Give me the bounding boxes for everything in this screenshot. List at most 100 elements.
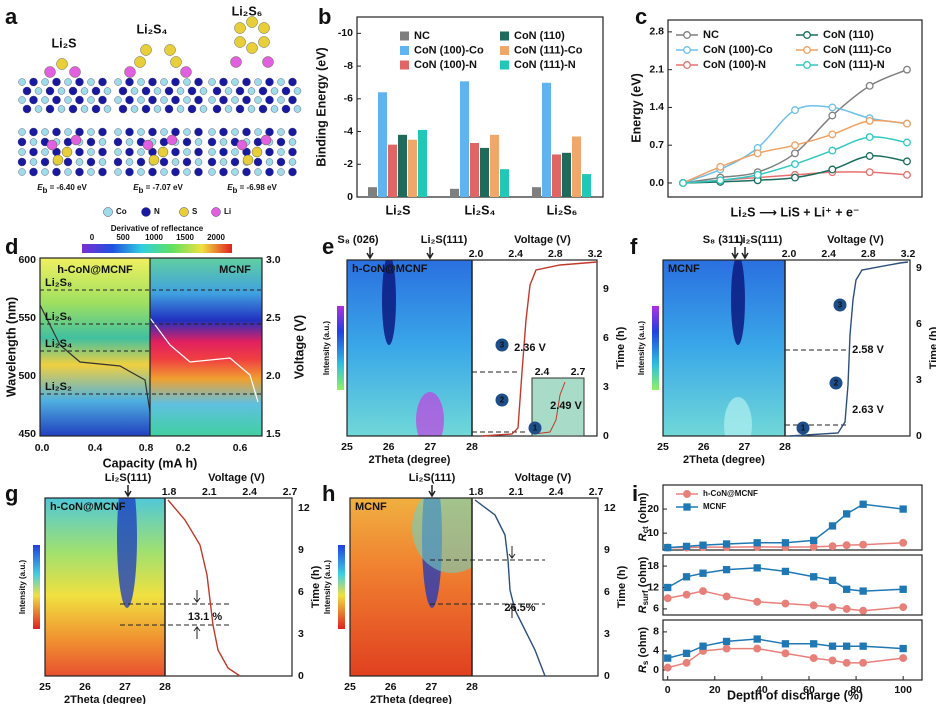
v-tick-label: 2.0 <box>469 248 484 260</box>
atom <box>114 148 122 156</box>
marker <box>899 603 908 612</box>
x-tick-label: Li₂S₆ <box>547 203 578 217</box>
species-label: Li₂S₆ <box>45 311 72 323</box>
atom <box>234 36 246 48</box>
marker <box>842 604 851 613</box>
marker <box>682 573 691 581</box>
marker <box>899 538 908 547</box>
legend-label: N <box>154 207 160 216</box>
step-number: 2 <box>834 379 839 388</box>
atom <box>194 167 203 177</box>
x-tick-label: 0.8 <box>139 442 154 454</box>
annotation: 2.58 V <box>852 344 884 356</box>
atom <box>251 146 263 158</box>
atom <box>46 139 58 151</box>
legend-label: CoN (111)-N <box>514 59 576 71</box>
atom <box>141 104 151 114</box>
atom <box>246 42 258 54</box>
atom <box>224 105 233 113</box>
bar <box>460 81 469 197</box>
marker <box>722 592 731 601</box>
atom <box>262 56 274 68</box>
atom <box>52 154 64 166</box>
atom <box>75 158 84 166</box>
legend-label: Li <box>224 207 231 216</box>
atom <box>171 158 180 166</box>
v-tick-label: 3.2 <box>588 248 603 260</box>
atom <box>235 104 245 114</box>
atom <box>231 78 239 86</box>
atom <box>45 104 55 114</box>
x-axis-title: 2Theta (degree) <box>370 694 452 704</box>
heatmap-feature <box>412 498 472 573</box>
atom <box>170 56 182 68</box>
t-axis-title: Time (h) <box>928 326 936 369</box>
atom <box>219 138 228 146</box>
v-tick-label: 2.8 <box>861 248 876 260</box>
binding-energy: Eb = -6.98 eV <box>227 183 277 195</box>
legend-atom <box>179 207 189 217</box>
atom <box>183 128 191 136</box>
x-tick-label: 26 <box>698 441 710 453</box>
annotation: 2.36 V <box>514 342 546 354</box>
bar <box>418 129 427 197</box>
atom <box>236 139 248 151</box>
y-axis-title: Rsurf (ohm) <box>637 556 650 613</box>
voltage-curve <box>149 317 259 403</box>
atom <box>171 147 180 157</box>
arrow <box>508 605 516 618</box>
atom <box>183 168 191 176</box>
x-tick-label: 27 <box>738 441 750 453</box>
binding-energy-symbol: E <box>227 183 233 192</box>
colorbar-title: Derivative of reflectance <box>111 224 204 233</box>
intensity-bar <box>652 306 659 390</box>
marker <box>803 31 811 39</box>
atom <box>194 127 203 137</box>
y-axis-title-symbol: R <box>637 605 649 613</box>
atom <box>281 104 291 114</box>
atom <box>18 96 26 104</box>
marker <box>899 654 908 663</box>
plot-frame <box>667 19 923 198</box>
marker <box>903 170 911 179</box>
peak-arrow <box>426 247 434 260</box>
marker <box>679 179 687 187</box>
v-axis-title: Voltage (V) <box>515 472 572 484</box>
heatmap-feature <box>731 260 745 345</box>
atom <box>134 56 146 68</box>
t-tick-label: 0 <box>603 430 609 442</box>
t-tick-label: 6 <box>604 586 610 598</box>
x-axis-title: 2Theta (degree) <box>64 694 146 704</box>
atom <box>219 127 228 137</box>
atom <box>113 137 123 147</box>
atom <box>234 22 246 34</box>
intensity-title: Intensity (a.u.) <box>323 560 332 615</box>
v-tick-label: 1.8 <box>469 486 484 498</box>
voltage-curve <box>789 261 909 437</box>
y-tick-label: 0.0 <box>649 177 664 189</box>
atom <box>61 146 73 158</box>
marker <box>859 587 867 595</box>
atom <box>98 158 107 166</box>
atom <box>137 78 145 86</box>
atom <box>87 78 95 86</box>
step-marker <box>829 376 843 390</box>
y-tick-label: 600 <box>18 254 36 266</box>
step-number: 3 <box>838 301 843 310</box>
marker <box>843 585 851 593</box>
y-tick-label: 450 <box>18 428 36 440</box>
step-number: 2 <box>500 396 505 405</box>
marker <box>722 540 731 548</box>
y-axis-title-rest: (ohm) <box>637 556 649 590</box>
sample-label: h-CoN@MCNF <box>352 263 428 275</box>
arrow <box>193 590 201 603</box>
atom <box>160 168 168 176</box>
y-tick-label: 8 <box>653 626 659 638</box>
marker <box>716 176 725 185</box>
x-axis-title: Capacity (mA h) <box>103 456 198 470</box>
atom <box>160 128 168 136</box>
sample-label: MCNF <box>219 264 251 276</box>
atom <box>194 77 203 87</box>
atom <box>219 95 228 105</box>
t-tick-label: 3 <box>604 628 610 640</box>
